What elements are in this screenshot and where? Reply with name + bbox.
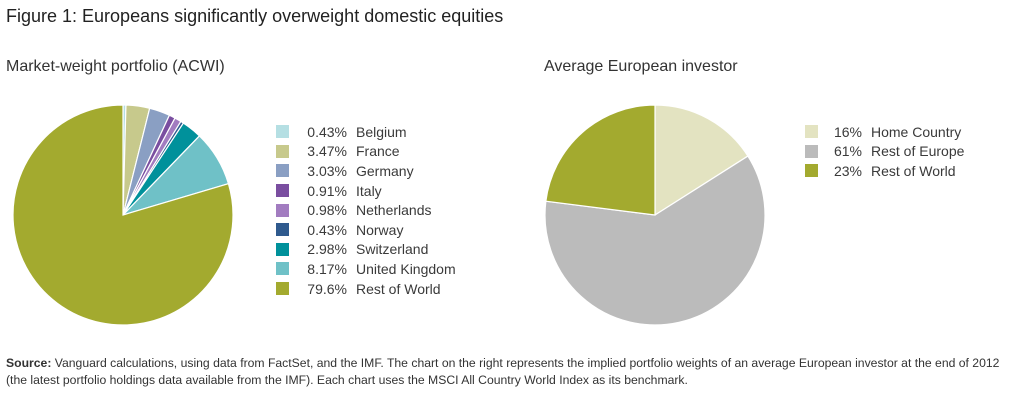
acwi-legend-swatch — [276, 223, 289, 237]
acwi-legend-label: France — [356, 143, 400, 160]
chart-title-european-investor: Average European investor — [544, 58, 738, 75]
european-investor-legend-value: 61% — [833, 143, 862, 160]
acwi-legend-swatch — [276, 164, 289, 178]
chart-title-acwi: Market-weight portfolio (ACWI) — [6, 58, 225, 75]
acwi-legend-label: Netherlands — [356, 202, 432, 219]
acwi-legend-item-belgium: 0.43% Belgium — [276, 122, 456, 142]
acwi-legend-item-france: 3.47% France — [276, 142, 456, 162]
acwi-legend-label: Norway — [356, 221, 404, 238]
european-investor-legend-swatch — [805, 144, 818, 158]
acwi-legend-item-rest-of-world: 79.6% Rest of World — [276, 279, 456, 299]
acwi-legend-label: Belgium — [356, 123, 407, 140]
acwi-legend-value: 8.17% — [307, 260, 347, 277]
acwi-legend-value: 0.98% — [307, 202, 347, 219]
european-investor-legend-swatch — [805, 125, 818, 139]
figure-title: Figure 1: Europeans significantly overwe… — [6, 6, 504, 26]
acwi-legend-swatch — [276, 203, 289, 217]
acwi-legend-swatch — [276, 282, 289, 296]
acwi-legend-value: 0.43% — [307, 123, 347, 140]
source-label: Source: — [6, 356, 52, 370]
acwi-legend-swatch — [276, 242, 289, 256]
acwi-legend-item-netherlands: 0.98% Netherlands — [276, 200, 456, 220]
european-investor-legend-item-rest-of-world: 23% Rest of World — [805, 161, 964, 181]
source-text: Vanguard calculations, using data from F… — [6, 356, 1000, 387]
acwi-legend-item-united-kingdom: 8.17% United Kingdom — [276, 259, 456, 279]
pie-chart-european-investor — [544, 104, 766, 326]
acwi-legend-label: Germany — [356, 162, 414, 179]
european-investor-legend-item-home-country: 16% Home Country — [805, 122, 964, 142]
acwi-legend-label: Rest of World — [356, 280, 441, 297]
acwi-legend-value: 2.98% — [307, 241, 347, 258]
european-investor-slice-rest-of-europe — [544, 155, 766, 326]
legend-acwi: 0.43% Belgium 3.47% France 3.03% Germany 0.91%… — [276, 122, 456, 298]
pie-chart-acwi — [12, 104, 234, 326]
european-investor-legend-value: 16% — [833, 123, 862, 140]
acwi-legend-label: Switzerland — [356, 241, 429, 258]
acwi-slice-rest-of-world — [12, 104, 234, 326]
acwi-legend-item-germany: 3.03% Germany — [276, 161, 456, 181]
acwi-legend-value: 3.03% — [307, 162, 347, 179]
european-investor-legend-item-rest-of-europe: 61% Rest of Europe — [805, 142, 964, 162]
european-investor-legend-label: Rest of World — [871, 162, 956, 179]
european-investor-legend-label: Rest of Europe — [871, 143, 965, 160]
acwi-legend-label: Italy — [356, 182, 382, 199]
european-investor-slice-home-country — [654, 104, 749, 217]
source-note: Source: Vanguard calculations, using dat… — [6, 355, 1022, 389]
acwi-legend-swatch — [276, 262, 289, 276]
legend-european-investor: 16% Home Country 61% Rest of Europe 23% Rest … — [805, 122, 964, 181]
acwi-legend-value: 0.91% — [307, 182, 347, 199]
acwi-legend-value: 3.47% — [307, 143, 347, 160]
acwi-legend-item-norway: 0.43% Norway — [276, 220, 456, 240]
acwi-legend-item-switzerland: 2.98% Switzerland — [276, 240, 456, 260]
acwi-legend-swatch — [276, 144, 289, 158]
acwi-legend-value: 0.43% — [307, 221, 347, 238]
european-investor-legend-value: 23% — [833, 162, 862, 179]
acwi-legend-swatch — [276, 184, 289, 198]
acwi-legend-value: 79.6% — [307, 280, 347, 297]
acwi-legend-item-italy: 0.91% Italy — [276, 181, 456, 201]
european-investor-legend-swatch — [805, 164, 818, 178]
european-investor-slice-rest-of-world — [545, 104, 656, 216]
acwi-legend-swatch — [276, 125, 289, 139]
acwi-legend-label: United Kingdom — [356, 260, 456, 277]
european-investor-legend-label: Home Country — [871, 123, 962, 140]
